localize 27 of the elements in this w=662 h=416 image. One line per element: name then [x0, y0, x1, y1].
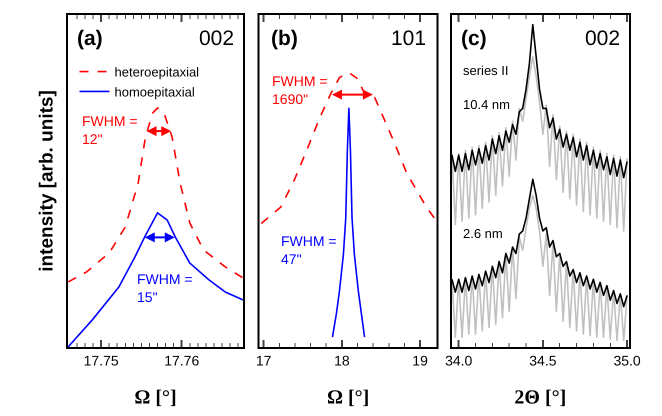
- annotation: series II: [463, 63, 509, 78]
- annotation: FWHM = 47": [281, 233, 337, 268]
- x-tick-label: 18: [334, 352, 350, 369]
- annotation: 002: [585, 27, 620, 50]
- annotation: 10.4 nm: [463, 97, 510, 112]
- annotation: FWHM = 1690": [272, 73, 328, 108]
- annotation: (c): [461, 27, 487, 50]
- x-axis-title: Ω [°]: [134, 386, 177, 409]
- legend-label: homoepitaxial: [114, 84, 195, 100]
- x-tick-label: 17: [256, 352, 272, 369]
- text: 002: [199, 27, 234, 50]
- text: 101: [391, 27, 426, 50]
- x-tick-label: 35.0: [613, 352, 641, 369]
- x-tick-label: 17.75: [84, 352, 119, 369]
- text: (a): [77, 27, 103, 50]
- y-axis-title: intensity [arb. units]: [36, 90, 58, 272]
- annotation: 2.6 nm: [463, 226, 503, 241]
- x-tick-label: 17.76: [164, 352, 200, 369]
- x-axis-title: Ω [°]: [326, 386, 370, 409]
- annotation: FWHM = 15": [137, 271, 193, 306]
- text: (b): [271, 27, 298, 50]
- x-tick-label: 34.0: [445, 352, 473, 369]
- annotation: FWHM = 12": [82, 113, 138, 148]
- x-axis-title: 2Θ [°]: [514, 386, 566, 409]
- x-tick-label: 34.5: [529, 352, 557, 369]
- x-tick-label: 19: [412, 352, 428, 369]
- legend-label: heteroepitaxial: [114, 64, 200, 80]
